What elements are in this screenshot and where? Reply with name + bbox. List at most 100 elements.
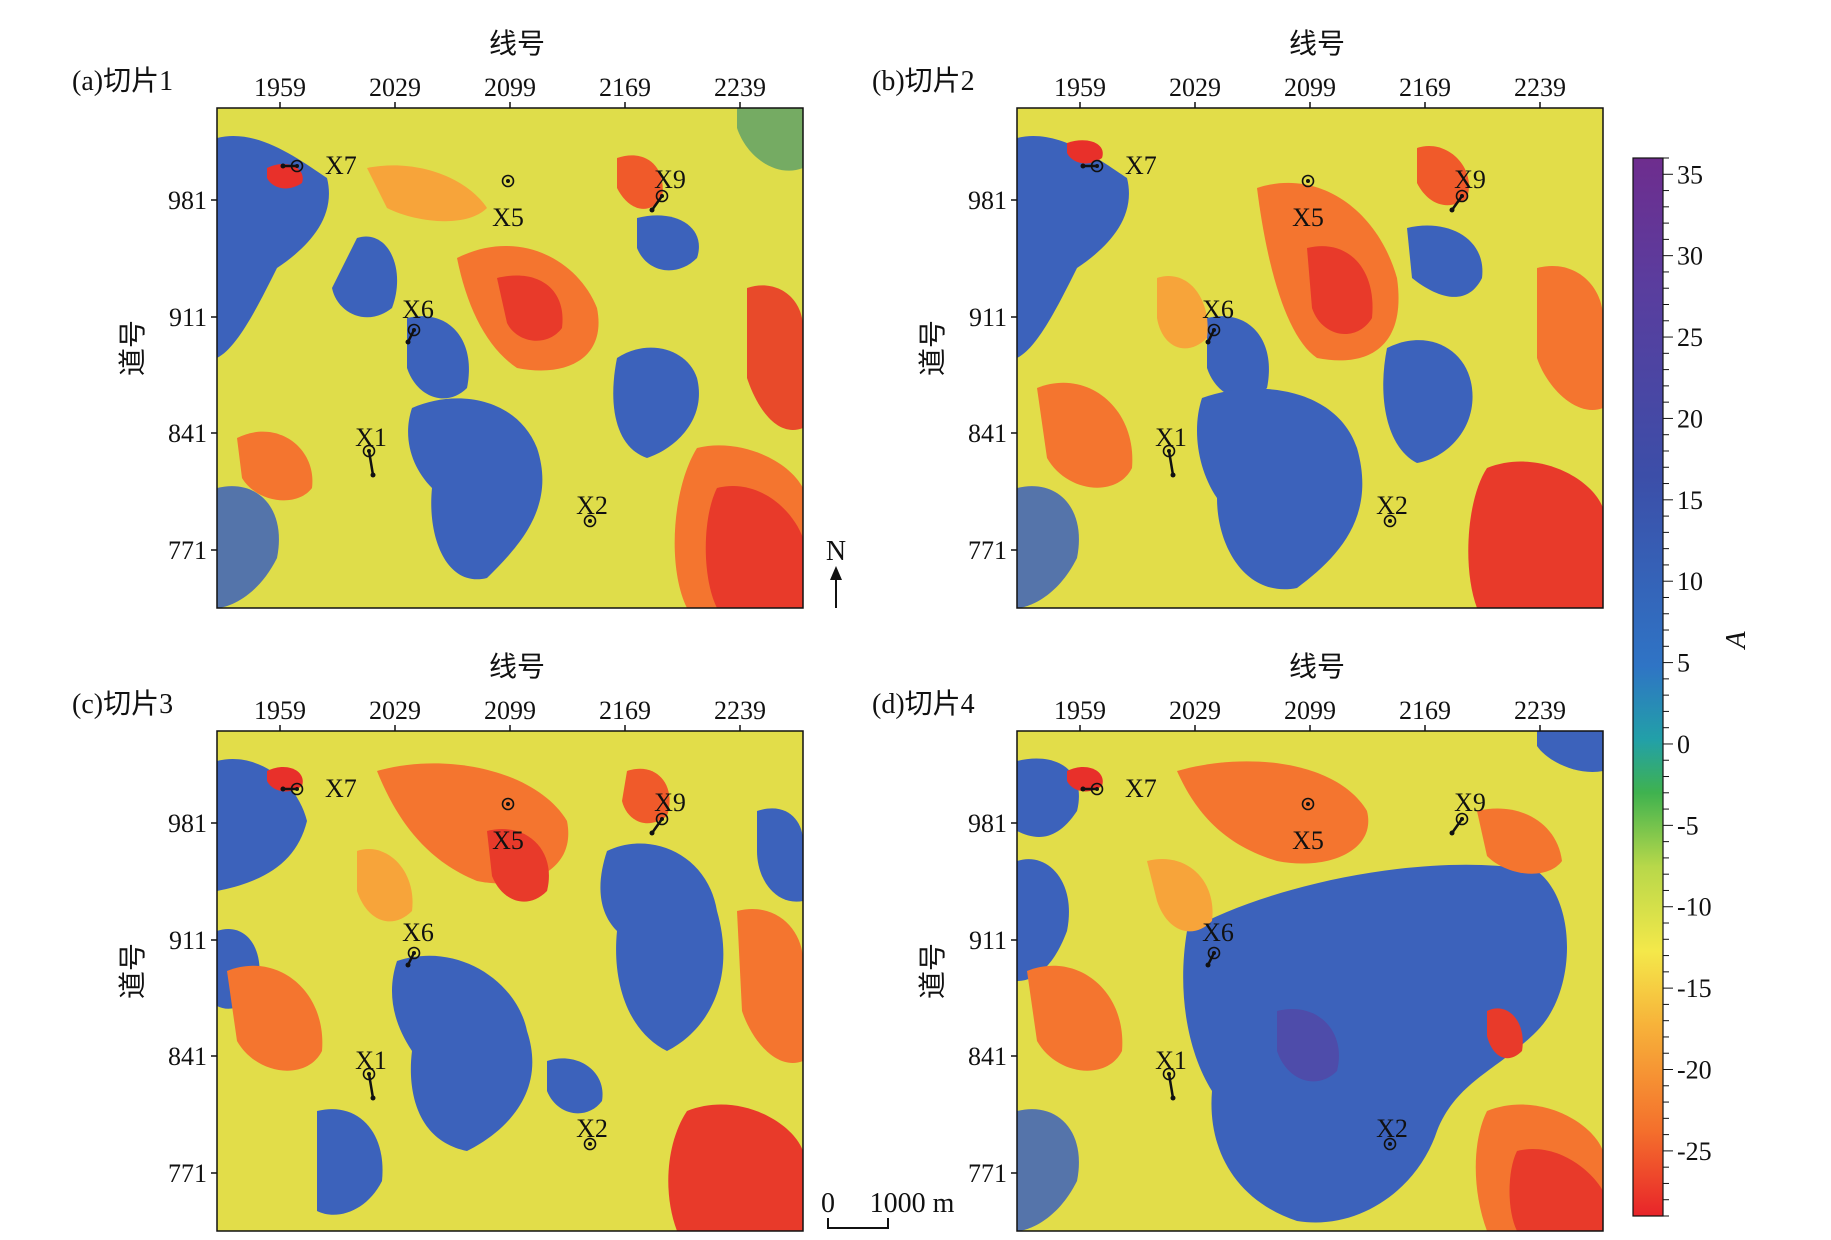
well-bottom-point (1170, 1095, 1176, 1101)
well-marker-dot (295, 787, 299, 791)
well-bottom-point (1449, 207, 1455, 213)
y-tick-label: 771 (968, 1159, 1007, 1188)
well-bottom-point (370, 1095, 376, 1101)
well-marker-dot (412, 328, 416, 332)
well-trajectory (367, 450, 375, 476)
colorbar-ticks: 35 30 25 20 15 10 5 0 -5 -10 -15 -20 -25 (1663, 157, 1712, 1217)
y-tick-label: 841 (968, 419, 1007, 448)
well-label: X9 (654, 165, 686, 194)
well-marker-dot (1306, 802, 1310, 806)
well-marker-icon (655, 189, 669, 203)
colorbar-tick-label: -10 (1677, 893, 1712, 922)
well-bottom-point (280, 163, 286, 169)
well-bottom-point (1205, 962, 1211, 968)
y-tick-label: 911 (969, 303, 1007, 332)
well-label: X5 (492, 203, 524, 232)
well-bottom-point (1449, 830, 1455, 836)
well-label: X2 (1376, 491, 1408, 520)
well-marker-icon (583, 514, 597, 528)
well-label: X6 (1202, 918, 1234, 947)
well-bottom-point (649, 207, 655, 213)
scale-bar-start: 0 (821, 1188, 835, 1219)
well-bottom-point (280, 786, 286, 792)
well-trajectory (650, 818, 664, 834)
colorbar-gradient (1632, 157, 1664, 1217)
attribute-map-d (1017, 731, 1603, 1231)
colorbar-tick-label: 0 (1677, 730, 1690, 759)
x-tick-label: 2099 (484, 73, 536, 102)
well-marker-icon (290, 782, 304, 796)
colorbar-tick-label: -15 (1677, 974, 1712, 1003)
x-tick-label: 2169 (1399, 696, 1451, 725)
well-bottom-point (1205, 339, 1211, 345)
well-marker-icon (1383, 1137, 1397, 1151)
well-bottom-point (1080, 786, 1086, 792)
well-label: X1 (355, 1046, 387, 1075)
well-label: X5 (1292, 203, 1324, 232)
well-marker-icon (1383, 514, 1397, 528)
well-label: X1 (1155, 1046, 1187, 1075)
well-marker-dot (1460, 194, 1464, 198)
x-tick-label: 2239 (1514, 696, 1566, 725)
colorbar-tick-label: 5 (1677, 649, 1690, 678)
well-marker-dot (367, 449, 371, 453)
y-tick-label: 841 (168, 419, 207, 448)
well-marker-dot (1460, 817, 1464, 821)
well-label: X1 (1155, 423, 1187, 452)
well-label: X7 (1125, 151, 1157, 180)
colorbar-label: A (1721, 631, 1752, 651)
well-bottom-point (370, 472, 376, 478)
well-marker-icon (1455, 189, 1469, 203)
well-marker-icon (290, 159, 304, 173)
well-label: X7 (325, 151, 357, 180)
well-marker-dot (1095, 164, 1099, 168)
x-tick-label: 2239 (714, 696, 766, 725)
well-marker-dot (1167, 1072, 1171, 1076)
well-marker-icon (1090, 159, 1104, 173)
colorbar-tick-label: -25 (1677, 1137, 1712, 1166)
y-tick-label: 981 (968, 186, 1007, 215)
well-trajectory (1450, 195, 1464, 211)
x-tick-label: 2099 (484, 696, 536, 725)
north-arrow-head-icon (830, 566, 842, 580)
well-marker-icon (1301, 174, 1315, 188)
x-tick-label: 2029 (1169, 73, 1221, 102)
x-tick-label: 1959 (1054, 73, 1106, 102)
y-axis-label: 道号 (117, 943, 149, 999)
well-label: X1 (355, 423, 387, 452)
y-tick-label: 771 (168, 536, 207, 565)
well-bottom-point (405, 339, 411, 345)
well-marker-icon (583, 1137, 597, 1151)
well-marker-icon (407, 946, 421, 960)
north-arrow: N (826, 536, 846, 608)
panel-a (216, 107, 804, 609)
x-tick-label: 2099 (1284, 696, 1336, 725)
well-marker-dot (1388, 519, 1392, 523)
panel-title: (b)切片2 (872, 65, 975, 97)
x-tick-label: 2029 (369, 73, 421, 102)
well-marker-dot (1388, 1142, 1392, 1146)
x-tick-label: 2099 (1284, 73, 1336, 102)
well-marker-dot (588, 519, 592, 523)
y-tick-label: 911 (169, 926, 207, 955)
x-tick-label: 2029 (1169, 696, 1221, 725)
well-trajectory (1167, 1073, 1175, 1099)
colorbar-tick-label: -5 (1677, 811, 1699, 840)
well-label: X2 (576, 491, 608, 520)
well-marker-icon (362, 1067, 376, 1081)
well-marker-dot (412, 951, 416, 955)
well-marker-icon (1090, 782, 1104, 796)
panel-title: (d)切片4 (872, 688, 975, 720)
well-marker-dot (506, 802, 510, 806)
y-axis-label: 道号 (917, 943, 949, 999)
panel-d (1016, 730, 1604, 1232)
y-tick-label: 771 (168, 1159, 207, 1188)
colorbar-tick-label: 25 (1677, 323, 1703, 352)
x-axis-label: 线号 (489, 28, 545, 60)
y-axis-label: 道号 (917, 320, 949, 376)
colorbar: 35 30 25 20 15 10 5 0 -5 -10 -15 -20 -25 A (1632, 157, 1752, 1217)
y-axis-label: 道号 (117, 320, 149, 376)
well-marker-icon (1455, 812, 1469, 826)
